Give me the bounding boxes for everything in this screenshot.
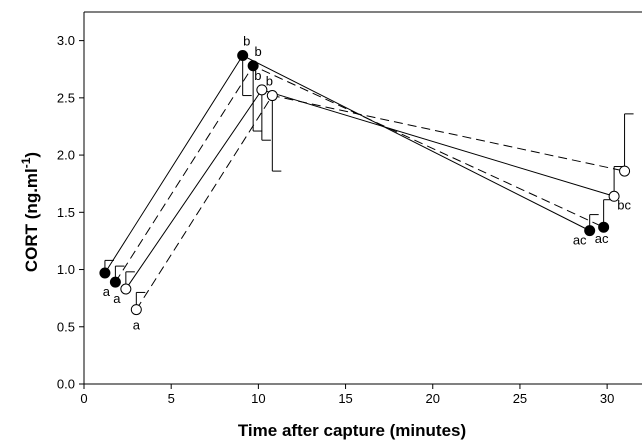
y-tick-label: 0.5 bbox=[57, 319, 75, 334]
significance-label: a bbox=[133, 318, 141, 333]
y-tick-label: 2.5 bbox=[57, 90, 75, 105]
y-axis-title-main: CORT (ng.ml bbox=[22, 168, 41, 272]
x-tick-label: 10 bbox=[251, 391, 265, 406]
data-point bbox=[266, 90, 278, 102]
series-line bbox=[114, 65, 604, 283]
data-point bbox=[608, 190, 620, 202]
data-point bbox=[120, 283, 132, 295]
data-point bbox=[598, 221, 610, 233]
data-point bbox=[256, 84, 268, 96]
significance-label: ac bbox=[573, 233, 587, 248]
significance-label: a bbox=[103, 284, 111, 299]
data-point bbox=[247, 60, 259, 72]
series-line bbox=[135, 94, 625, 310]
data-point bbox=[619, 165, 631, 177]
significance-label: b bbox=[243, 33, 250, 48]
y-tick-label: 0.0 bbox=[57, 377, 75, 392]
y-axis-title: CORT (ng.ml-1) bbox=[19, 152, 41, 272]
x-tick-label: 25 bbox=[513, 391, 527, 406]
y-tick-label: 1.5 bbox=[57, 205, 75, 220]
significance-label: b bbox=[266, 74, 273, 89]
significance-label: b bbox=[254, 68, 261, 83]
data-point bbox=[237, 49, 249, 61]
y-tick-label: 3.0 bbox=[57, 33, 75, 48]
series-line bbox=[104, 54, 590, 274]
x-tick-label: 15 bbox=[338, 391, 352, 406]
y-axis-title-close: ) bbox=[22, 152, 41, 158]
x-tick-label: 30 bbox=[600, 391, 614, 406]
data-point bbox=[584, 225, 596, 237]
x-axis-title: Time after capture (minutes) bbox=[238, 421, 466, 440]
data-point bbox=[130, 304, 142, 316]
x-tick-label: 0 bbox=[80, 391, 87, 406]
data-point bbox=[99, 267, 111, 279]
y-axis-title-sup: -1 bbox=[19, 157, 33, 168]
significance-label: a bbox=[113, 291, 121, 306]
y-tick-label: 1.0 bbox=[57, 262, 75, 277]
significance-label: bc bbox=[617, 197, 631, 212]
data-point bbox=[109, 276, 121, 288]
x-tick-label: 5 bbox=[168, 391, 175, 406]
significance-label: b bbox=[255, 44, 262, 59]
y-tick-label: 2.0 bbox=[57, 148, 75, 163]
significance-label: ac bbox=[595, 231, 609, 246]
x-tick-label: 20 bbox=[426, 391, 440, 406]
